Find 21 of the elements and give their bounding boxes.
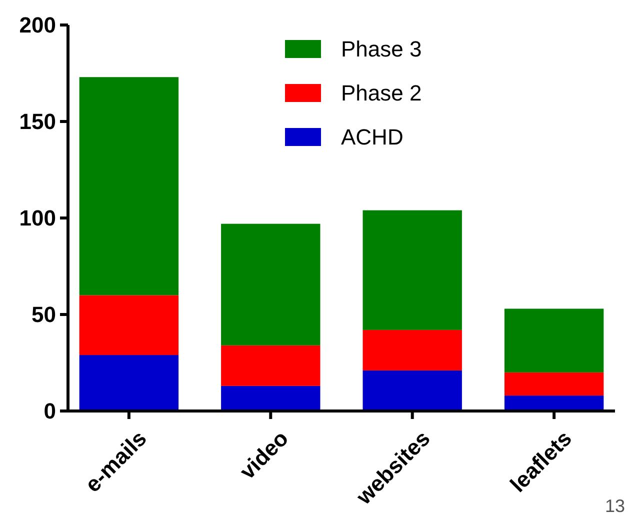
text: 13: [604, 496, 625, 516]
y-tick-label: 0: [44, 398, 56, 424]
bar: [221, 345, 320, 386]
y-tick-label: 150: [19, 109, 56, 134]
bar: [79, 295, 179, 356]
bar: [362, 370, 462, 411]
bar: [79, 355, 179, 411]
bar: [504, 396, 604, 411]
bar: [221, 224, 320, 346]
bar: [79, 77, 179, 296]
y-tick-label: 100: [19, 206, 56, 231]
bar: [504, 308, 604, 372]
bar: [221, 386, 320, 411]
bar: [362, 330, 462, 370]
legend-label: ACHD: [341, 124, 404, 150]
bar: [504, 372, 604, 396]
y-tick-label: 50: [32, 302, 56, 328]
y-tick-label: 200: [19, 12, 56, 38]
bar: [362, 210, 462, 330]
legend-label: Phase 3: [341, 36, 422, 62]
legend-label: Phase 2: [341, 80, 422, 106]
